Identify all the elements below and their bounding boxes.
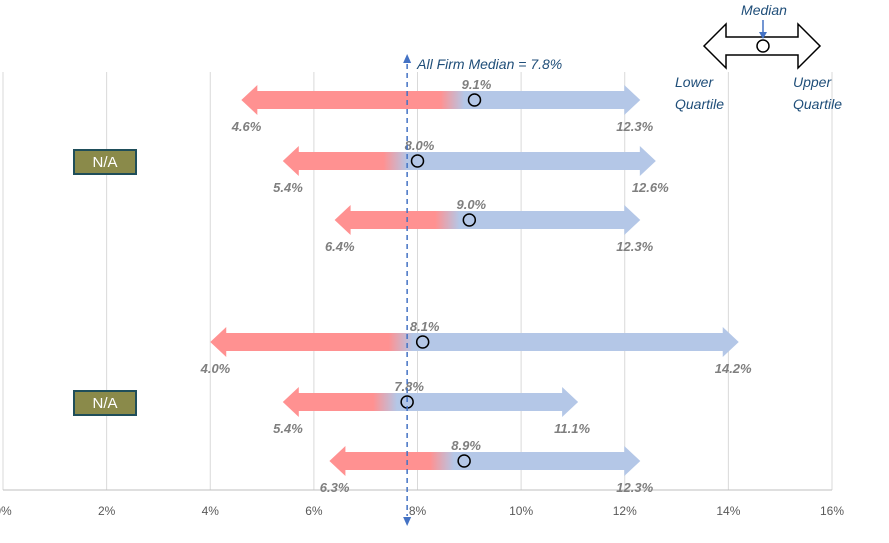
- upper-quartile-label: 12.3%: [616, 239, 653, 254]
- na-badge: N/A: [73, 149, 137, 175]
- legend-lower-label-2: Quartile: [675, 96, 724, 112]
- range-row: 9.0% 6.4% 12.3%: [325, 197, 654, 254]
- median-marker: [467, 93, 482, 107]
- x-axis-ticks: 0% 2% 4% 6% 8% 10% 12% 14% 16%: [0, 504, 844, 518]
- range-arrow: [282, 387, 579, 417]
- legend: Median Lower Quartile Upper Quartile: [675, 2, 842, 112]
- upper-quartile-label: 11.1%: [554, 421, 590, 436]
- x-tick-label: 14%: [716, 504, 740, 518]
- range-arrow: [282, 146, 656, 176]
- legend-median-marker: [756, 39, 770, 53]
- upper-quartile-label: 12.3%: [616, 119, 653, 134]
- median-value-label: 9.1%: [462, 77, 492, 92]
- median-marker: [415, 335, 430, 349]
- median-value-label: 8.9%: [451, 438, 481, 453]
- lower-quartile-label: 5.4%: [273, 180, 303, 195]
- range-row: 8.0% 5.4% 12.6%: [273, 138, 669, 195]
- lower-quartile-label: 6.4%: [325, 239, 355, 254]
- legend-upper-label: Upper: [793, 74, 832, 90]
- upper-quartile-label: 12.3%: [616, 480, 653, 495]
- legend-arrow: [702, 22, 822, 70]
- range-row: 7.8% 5.4% 11.1%: [273, 379, 590, 436]
- legend-pointer-arrow: [759, 32, 767, 39]
- median-value-label: 9.0%: [456, 197, 486, 212]
- median-value-label: 8.0%: [405, 138, 435, 153]
- median-marker: [410, 154, 425, 168]
- x-tick-label: 10%: [509, 504, 533, 518]
- x-tick-label: 6%: [305, 504, 323, 518]
- lower-quartile-label: 4.6%: [231, 119, 262, 134]
- legend-upper-label-2: Quartile: [793, 96, 842, 112]
- legend-median-label: Median: [741, 2, 787, 18]
- x-tick-label: 2%: [98, 504, 116, 518]
- range-rows: 9.1%4.6% 12.3%8.0%5.4% 12.6%9.0%6.4% 12.3%8…: [200, 77, 752, 495]
- reference-arrow-top: [403, 54, 412, 63]
- lower-quartile-label: 4.0%: [200, 361, 231, 376]
- lower-quartile-label: 6.3%: [320, 480, 350, 495]
- range-row: 8.9% 6.3% 12.3%: [320, 438, 654, 495]
- upper-quartile-label: 12.6%: [632, 180, 669, 195]
- range-arrow: [334, 205, 641, 235]
- range-arrow: [241, 85, 641, 115]
- range-row: 8.1% 4.0% 14.2%: [200, 319, 752, 376]
- median-marker: [462, 213, 477, 227]
- median-value-label: 7.8%: [394, 379, 424, 394]
- range-arrow: [210, 327, 739, 357]
- median-value-label: 8.1%: [410, 319, 440, 334]
- upper-quartile-label: 14.2%: [715, 361, 752, 376]
- x-tick-label: 8%: [409, 504, 427, 518]
- reference-line-label: All Firm Median = 7.8%: [416, 56, 562, 72]
- lower-quartile-label: 5.4%: [273, 421, 303, 436]
- x-tick-label: 0%: [0, 504, 12, 518]
- na-badge: N/A: [73, 390, 137, 416]
- x-tick-label: 12%: [613, 504, 637, 518]
- range-arrow: [329, 446, 641, 476]
- x-tick-label: 16%: [820, 504, 844, 518]
- reference-line-group: All Firm Median = 7.8%: [403, 54, 562, 526]
- gridlines: [2, 72, 833, 490]
- median-marker: [457, 454, 471, 468]
- range-row: 9.1% 4.6% 12.3%: [231, 77, 654, 134]
- reference-arrow-bottom: [403, 517, 412, 526]
- legend-lower-label: Lower: [675, 74, 714, 90]
- x-tick-label: 4%: [202, 504, 220, 518]
